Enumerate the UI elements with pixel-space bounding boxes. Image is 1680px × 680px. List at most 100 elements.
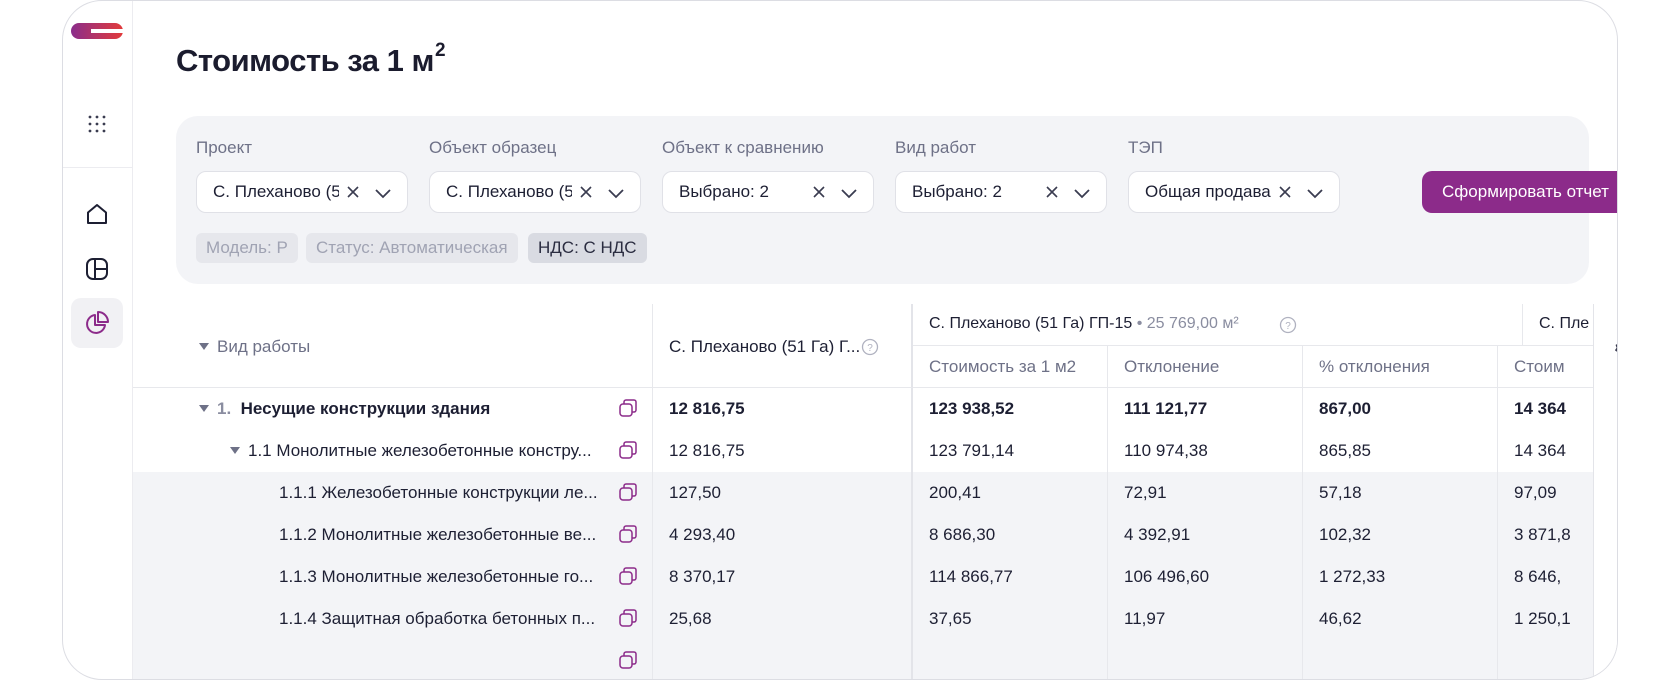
table-row[interactable]: 1.1.1 Железобетонные конструкции ле... 1… bbox=[133, 472, 1593, 514]
table-row[interactable]: 1.1.3 Монолитные железобетонные го... 8 … bbox=[133, 556, 1593, 598]
gear-icon[interactable] bbox=[1614, 338, 1618, 358]
table-settings-column bbox=[1593, 304, 1618, 679]
row-name: 1. Несущие конструкции здания bbox=[133, 388, 653, 430]
clear-icon[interactable] bbox=[345, 184, 361, 200]
chevron-down-icon[interactable] bbox=[839, 185, 859, 201]
cell-deviation: 111 121,77 bbox=[1108, 388, 1303, 430]
cell-deviation-percent: 57,18 bbox=[1303, 472, 1498, 514]
select-value: С. Плеханово (5 bbox=[446, 182, 572, 201]
cell-cost-2: 3 871,8 bbox=[1514, 525, 1571, 544]
cell-cost: 200,41 bbox=[913, 472, 1108, 514]
chevron-down-icon[interactable] bbox=[1305, 185, 1325, 201]
filter-label: ТЭП bbox=[1128, 138, 1163, 157]
row-name: 1.1.1 Железобетонные конструкции ле... bbox=[133, 472, 653, 514]
caret-down-icon[interactable] bbox=[199, 405, 209, 413]
nav-layout[interactable] bbox=[71, 244, 123, 294]
select-value: Выбрано: 2 bbox=[679, 182, 769, 201]
compare-select[interactable]: Выбрано: 2 bbox=[662, 171, 874, 213]
nav-home[interactable] bbox=[71, 189, 123, 239]
chevron-down-icon[interactable] bbox=[606, 185, 626, 201]
clear-icon[interactable] bbox=[1277, 184, 1293, 200]
cell-deviation-percent: 867,00 bbox=[1303, 388, 1498, 430]
select-value: Выбрано: 2 bbox=[912, 182, 1002, 201]
layout-icon bbox=[86, 258, 108, 280]
row-name bbox=[133, 640, 653, 679]
filter-label: Объект к сравнению bbox=[662, 138, 824, 157]
chip-vat[interactable]: НДС: С НДС bbox=[528, 233, 647, 263]
project-select[interactable]: С. Плеханово (5 bbox=[196, 171, 408, 213]
cost-table: Вид работы С. Плеханово (51 Га) Г... ? С… bbox=[133, 304, 1618, 679]
header-label: С. Плеханово (51 Га) Г... bbox=[669, 337, 861, 356]
brand-logo[interactable] bbox=[71, 21, 123, 41]
copy-icon[interactable] bbox=[618, 398, 638, 418]
cell-cost bbox=[913, 640, 1108, 679]
copy-icon[interactable] bbox=[618, 650, 638, 670]
subheader-cost-2[interactable]: Стоим bbox=[1498, 346, 1593, 388]
table-row[interactable]: 1. Несущие конструкции здания 12 816,75 … bbox=[133, 388, 1593, 430]
apps-grid-icon[interactable] bbox=[82, 109, 112, 139]
header-compare-object-2: С. Пле bbox=[1523, 304, 1593, 346]
caret-down-icon[interactable] bbox=[199, 343, 209, 351]
row-name: 1.1.3 Монолитные железобетонные го... bbox=[133, 556, 653, 598]
cell-sample: 8 370,17 bbox=[653, 556, 913, 598]
cell-cost: 37,65 bbox=[913, 598, 1108, 640]
copy-icon[interactable] bbox=[618, 440, 638, 460]
filter-sample: Объект образец С. Плеханово (5 bbox=[429, 138, 641, 213]
chip-model[interactable]: Модель: Р bbox=[196, 233, 298, 263]
work-type-select[interactable]: Выбрано: 2 bbox=[895, 171, 1107, 213]
cell-deviation: 72,91 bbox=[1108, 472, 1303, 514]
cell-sample: 25,68 bbox=[653, 598, 913, 640]
table-row[interactable]: 1.1 Монолитные железобетонные констру...… bbox=[133, 430, 1593, 472]
cell-deviation: 4 392,91 bbox=[1108, 514, 1303, 556]
cell-cost-2: 8 646, bbox=[1514, 567, 1562, 586]
sample-select[interactable]: С. Плеханово (5 bbox=[429, 171, 641, 213]
generate-report-button[interactable]: Сформировать отчет bbox=[1422, 171, 1617, 213]
cell-deviation-percent: 102,32 bbox=[1303, 514, 1498, 556]
subheader-deviation[interactable]: Отклонение bbox=[1108, 346, 1303, 388]
sidebar-divider bbox=[63, 167, 133, 168]
filter-label: Вид работ bbox=[895, 138, 976, 157]
header-work-type[interactable]: Вид работы bbox=[133, 304, 653, 388]
copy-icon[interactable] bbox=[618, 566, 638, 586]
cell-deviation bbox=[1108, 640, 1303, 679]
filter-tep: ТЭП Общая продава bbox=[1128, 138, 1340, 213]
clear-icon[interactable] bbox=[578, 184, 594, 200]
subheader-cost[interactable]: Стоимость за 1 м2 bbox=[913, 346, 1108, 388]
cell-deviation-percent: 1 272,33 bbox=[1303, 556, 1498, 598]
copy-icon[interactable] bbox=[618, 524, 638, 544]
filter-project: Проект С. Плеханово (5 bbox=[196, 138, 408, 213]
cell-cost: 114 866,77 bbox=[913, 556, 1108, 598]
app-frame: Стоимость за 1 м2 Проект С. Плеханово (5… bbox=[62, 0, 1618, 680]
nav-reports[interactable] bbox=[71, 298, 123, 348]
filters-panel: Проект С. Плеханово (5 Объект образец С.… bbox=[176, 116, 1617, 284]
help-icon[interactable]: ? bbox=[861, 338, 879, 356]
page-title: Стоимость за 1 м2 bbox=[176, 39, 446, 78]
copy-icon[interactable] bbox=[618, 482, 638, 502]
chevron-down-icon[interactable] bbox=[1072, 185, 1092, 201]
subheader-deviation-percent[interactable]: % отклонения bbox=[1303, 346, 1498, 388]
chip-status[interactable]: Статус: Автоматическая bbox=[306, 233, 518, 263]
header-label: С. Плеханово (51 Га) ГП-15 • 25 769,00 м… bbox=[929, 315, 1239, 332]
clear-icon[interactable] bbox=[1044, 184, 1060, 200]
pie-chart-icon bbox=[86, 311, 109, 334]
select-value: С. Плеханово (5 bbox=[213, 182, 339, 201]
help-icon[interactable]: ? bbox=[1279, 316, 1297, 334]
chevron-down-icon[interactable] bbox=[373, 185, 393, 201]
copy-icon[interactable] bbox=[618, 608, 638, 628]
cell-sample: 4 293,40 bbox=[653, 514, 913, 556]
table-row[interactable]: 1.1.4 Защитная обработка бетонных п... 2… bbox=[133, 598, 1593, 640]
svg-text:?: ? bbox=[867, 343, 873, 354]
caret-down-icon[interactable] bbox=[230, 447, 240, 455]
cell-sample: 12 816,75 bbox=[653, 430, 913, 472]
cell-sample: 127,50 bbox=[653, 472, 913, 514]
clear-icon[interactable] bbox=[811, 184, 827, 200]
cell-deviation: 106 496,60 bbox=[1108, 556, 1303, 598]
tep-select[interactable]: Общая продава bbox=[1128, 171, 1340, 213]
cell-cost: 8 686,30 bbox=[913, 514, 1108, 556]
row-name: 1.1.2 Монолитные железобетонные ве... bbox=[133, 514, 653, 556]
header-sample-object[interactable]: С. Плеханово (51 Га) Г... ? bbox=[653, 304, 913, 388]
table-row[interactable] bbox=[133, 640, 1593, 679]
cell-sample bbox=[653, 640, 913, 679]
table-row[interactable]: 1.1.2 Монолитные железобетонные ве... 4 … bbox=[133, 514, 1593, 556]
filter-compare: Объект к сравнению Выбрано: 2 bbox=[662, 138, 874, 213]
